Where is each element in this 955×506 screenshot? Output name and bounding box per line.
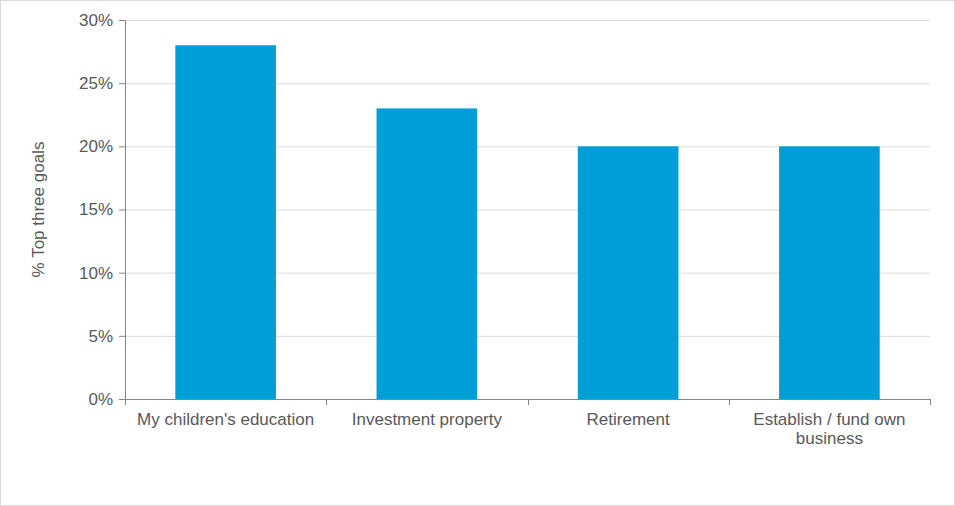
y-tick-label: 20%: [79, 137, 113, 156]
y-tick-mark: [119, 20, 125, 21]
y-tick-label: 5%: [88, 327, 113, 346]
chart: 0% 5% 10% 15% 20% 25% 30% My children's educati…: [0, 0, 955, 506]
label-line: business: [796, 429, 863, 448]
y-axis: 0% 5% 10% 15% 20% 25% 30%: [79, 11, 126, 409]
x-tick: Investment property: [352, 399, 503, 429]
y-tick-mark: [119, 399, 125, 400]
category-separator: [326, 399, 327, 405]
category-separator: [125, 399, 126, 405]
x-tick: Establish / fund ownbusiness: [753, 399, 905, 448]
y-axis-title: % Top three goals: [29, 142, 48, 278]
y-tick: 10%: [79, 264, 125, 283]
y-tick-mark: [119, 273, 125, 274]
y-tick-mark: [119, 146, 125, 147]
category-separator: [528, 399, 529, 405]
y-tick-label: 30%: [79, 11, 113, 30]
x-tick: My children's education: [137, 399, 314, 429]
grid-line: [125, 20, 930, 21]
bars: [175, 45, 879, 399]
bar: [578, 146, 679, 399]
x-tick-label: Investment property: [352, 410, 503, 429]
y-tick: 0%: [88, 390, 125, 409]
y-tick: 25%: [79, 74, 125, 93]
y-tick-mark: [119, 336, 125, 337]
bar: [175, 45, 276, 399]
x-tick-label: Establish / fund ownbusiness: [753, 410, 905, 448]
y-tick-label: 10%: [79, 264, 113, 283]
grid-line: [125, 399, 930, 400]
label-line: My children's education: [137, 410, 314, 429]
y-tick-label: 0%: [88, 390, 113, 409]
x-tick-label: Retirement: [587, 410, 670, 429]
y-tick: 30%: [79, 11, 125, 30]
label-line: Retirement: [587, 410, 670, 429]
y-tick-label: 25%: [79, 74, 113, 93]
category-separators: [126, 399, 931, 405]
bar: [779, 146, 880, 399]
label-line: Establish / fund own: [753, 410, 905, 429]
plot: 0% 5% 10% 15% 20% 25% 30% My children's educati…: [79, 11, 931, 448]
label-line: Investment property: [352, 410, 503, 429]
y-tick: 5%: [88, 327, 125, 346]
grid: [125, 21, 930, 400]
category-separator: [729, 399, 730, 405]
bar: [377, 108, 478, 399]
y-tick-mark: [119, 83, 125, 84]
y-tick: 20%: [79, 137, 125, 156]
x-tick: Retirement: [587, 399, 670, 429]
y-tick: 15%: [79, 200, 125, 219]
category-separator: [930, 399, 931, 405]
x-tick-label: My children's education: [137, 410, 314, 429]
x-axis: My children's education Investment proper…: [126, 399, 931, 448]
y-tick-label: 15%: [79, 200, 113, 219]
chart-frame: [1, 1, 955, 506]
y-tick-mark: [119, 210, 125, 211]
y-axis-line: [119, 21, 126, 400]
